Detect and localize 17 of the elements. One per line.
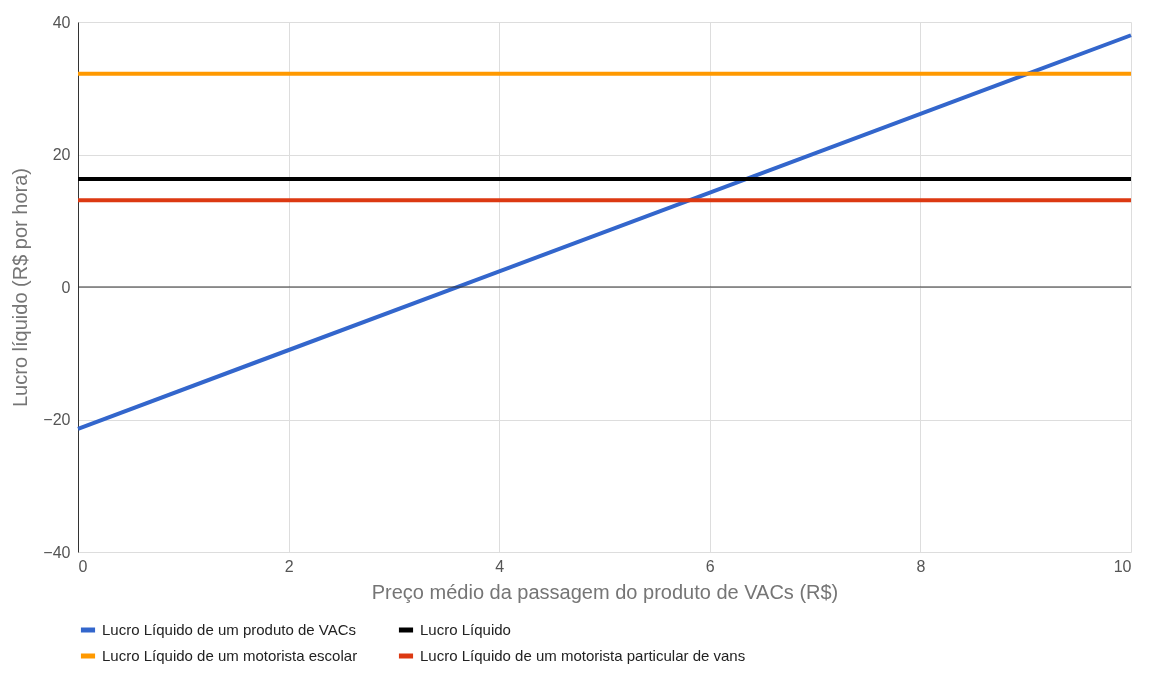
x-tick-label: 10: [1113, 557, 1132, 575]
y-tick-label: 20: [52, 146, 71, 163]
x-tick-label: 0: [78, 557, 88, 575]
x-axis-title: Preço médio da passagem do produto de VACs (R$): [371, 580, 839, 603]
y-tick-label: −40: [43, 543, 71, 561]
x-tick-label: 8: [916, 557, 926, 575]
y-tick-label: 0: [61, 278, 71, 296]
x-tick-label: 6: [705, 557, 715, 575]
y-tick-label: 40: [52, 13, 71, 31]
x-tick-label: 2: [284, 557, 294, 575]
x-tick-label: 4: [495, 557, 505, 575]
y-axis-title: Lucro líquido (R$ por hora): [9, 167, 32, 408]
legend-label: Lucro Líquido de um produto de VACs: [102, 621, 357, 638]
legend-label: Lucro Líquido de um motorista particular de vans: [420, 647, 746, 664]
legend-label: Lucro Líquido de um motorista escolar: [102, 647, 358, 664]
y-tick-label: −20: [43, 411, 71, 428]
legend-label: Lucro Líquido: [420, 621, 511, 638]
